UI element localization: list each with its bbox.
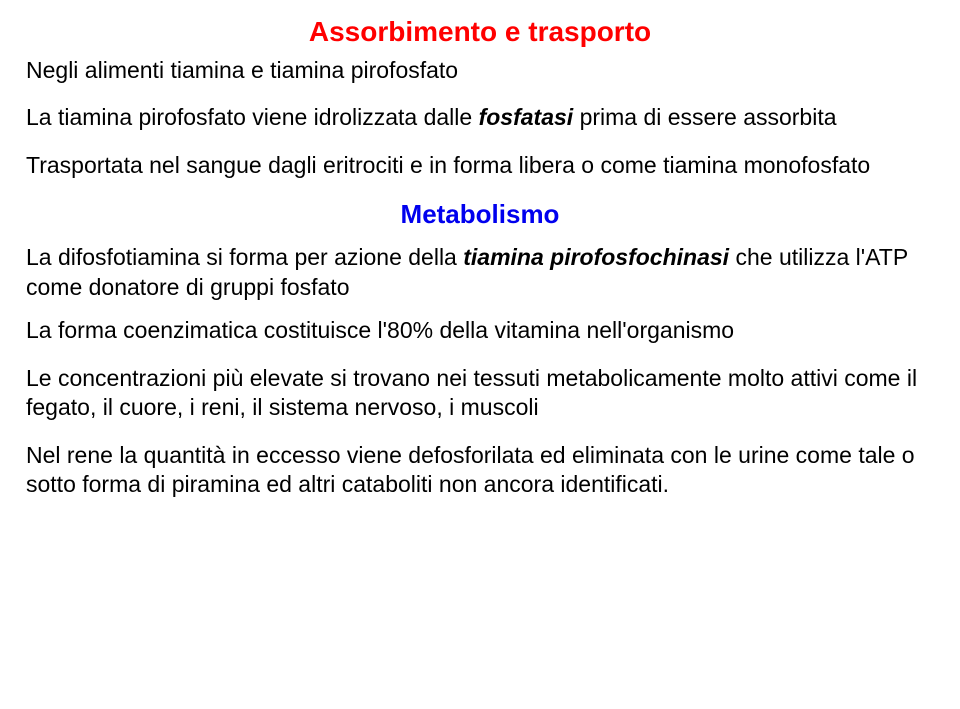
slide-page: Assorbimento e trasporto Negli alimenti … [0,0,960,499]
paragraph-4: La difosfotiamina si forma per azione de… [26,243,934,302]
paragraph-7: Nel rene la quantità in eccesso viene de… [26,441,934,500]
text-run: prima di essere assorbita [573,104,836,130]
paragraph-5: La forma coenzimatica costituisce l'80% … [26,316,934,345]
paragraph-1: Negli alimenti tiamina e tiamina pirofos… [26,56,934,85]
paragraph-3: Trasportata nel sangue dagli eritrociti … [26,151,934,180]
slide-title: Assorbimento e trasporto [26,14,934,50]
paragraph-6: Le concentrazioni più elevate si trovano… [26,364,934,423]
text-run: La tiamina pirofosfato viene idrolizzata… [26,104,479,130]
section-subhead: Metabolismo [26,198,934,231]
term-enzyme: tiamina pirofosfochinasi [463,244,729,270]
paragraph-2: La tiamina pirofosfato viene idrolizzata… [26,103,934,132]
text-run: La difosfotiamina si forma per azione de… [26,244,463,270]
term-fosfatasi: fosfatasi [479,104,574,130]
